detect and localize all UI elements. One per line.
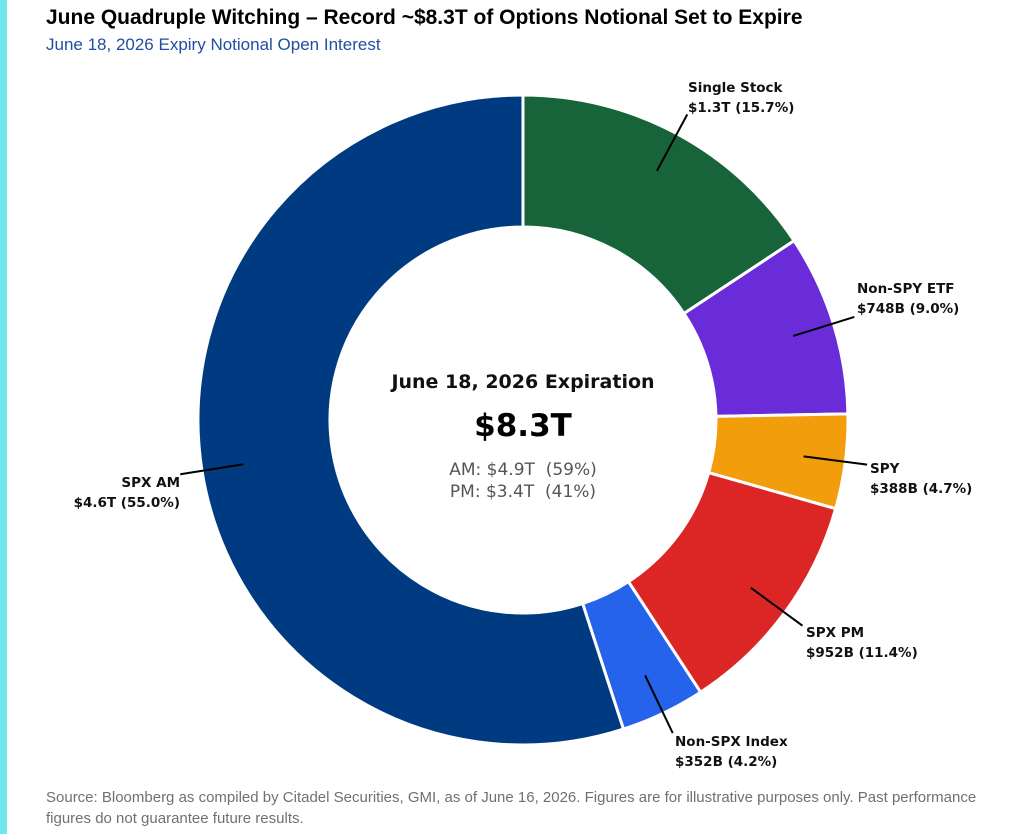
label-value-non-spy-etf: $748B (9.0%) xyxy=(857,301,959,317)
slice-labels: Single Stock $1.3T (15.7%) Non-SPY ETF $748… xyxy=(74,80,973,770)
label-value-spy: $388B (4.7%) xyxy=(870,481,972,497)
accent-bar xyxy=(0,0,7,834)
label-name-non-spy-etf: Non-SPY ETF xyxy=(857,281,955,297)
center-title: June 18, 2026 Expiration xyxy=(389,371,654,393)
center-pm-line: PM: $3.4T (41%) xyxy=(450,482,596,502)
leader-lines xyxy=(180,113,868,734)
label-name-non-spx-index: Non-SPX Index xyxy=(675,734,788,750)
label-name-spx-am: SPX AM xyxy=(121,475,180,491)
leader-single-stock xyxy=(656,113,689,172)
chart-subtitle: June 18, 2026 Expiry Notional Open Inter… xyxy=(46,35,381,54)
label-name-spy: SPY xyxy=(870,461,900,477)
label-value-spx-pm: $952B (11.4%) xyxy=(806,645,918,661)
chart-title: June Quadruple Witching – Record ~$8.3T … xyxy=(46,6,803,29)
label-name-single-stock: Single Stock xyxy=(688,80,784,96)
slice-single-stock xyxy=(521,93,797,316)
leader-non-spy-etf xyxy=(792,315,855,337)
label-value-single-stock: $1.3T (15.7%) xyxy=(688,100,794,116)
label-value-spx-am: $4.6T (55.0%) xyxy=(74,495,180,511)
donut-slices xyxy=(196,93,850,747)
label-name-spx-pm: SPX PM xyxy=(806,625,864,641)
leader-spy xyxy=(803,455,868,466)
center-total: $8.3T xyxy=(474,408,572,444)
leader-non-spx-index xyxy=(644,674,674,734)
center-am-line: AM: $4.9T (59%) xyxy=(449,460,597,480)
leader-spx-pm xyxy=(750,586,804,627)
leader-spx-am xyxy=(180,463,244,476)
source-note: Source: Bloomberg as compiled by Citadel… xyxy=(46,789,977,827)
label-value-non-spx-index: $352B (4.2%) xyxy=(675,754,777,770)
slice-spx-am xyxy=(196,93,626,747)
